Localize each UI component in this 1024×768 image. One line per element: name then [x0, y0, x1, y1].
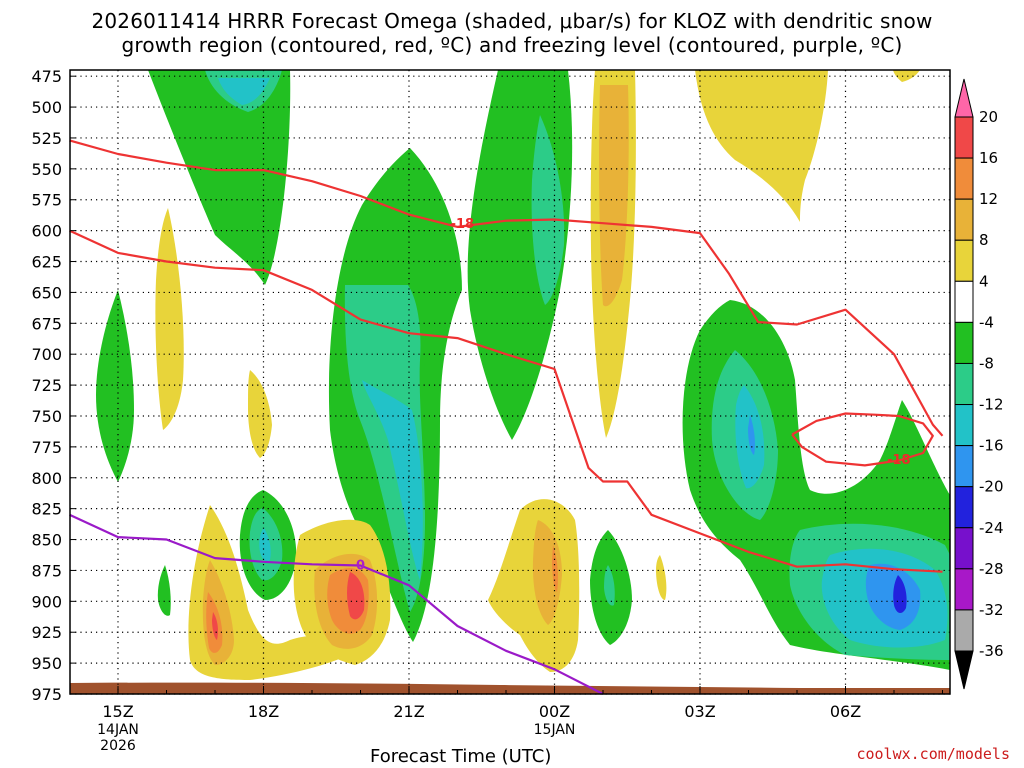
y-tick-label: 725: [31, 376, 62, 395]
x-axis-title: Forecast Time (UTC): [370, 746, 552, 767]
y-tick-label: 950: [31, 654, 62, 673]
y-tick-label: 550: [31, 160, 62, 179]
colorbar-swatch: [954, 486, 974, 529]
contour-label: 0: [356, 558, 365, 573]
colorbar: 20 16 12 8 4 -4 -8 -12 -16 -20 -24 -28 -32 -36: [954, 78, 1004, 690]
plot-frame: [69, 69, 951, 695]
y-tick-label: 525: [31, 129, 62, 148]
contour-labels: -18 -18 0: [356, 217, 911, 573]
colorbar-bottom-arrow: [954, 650, 974, 690]
y-tick-label: 575: [31, 191, 62, 210]
y-tick-label: 900: [31, 592, 62, 611]
x-tick-label: 03Z: [684, 702, 715, 721]
y-tick-label: 925: [31, 623, 62, 642]
colorbar-swatch: [954, 321, 974, 364]
colorbar-label: 20: [979, 108, 998, 126]
contour-line: [791, 412, 934, 467]
colorbar-swatch: [954, 116, 974, 159]
x-date-label: 2026: [100, 738, 136, 754]
y-tick-label: 675: [31, 314, 62, 333]
y-tick-label: 500: [31, 98, 62, 117]
contour-label: -18: [887, 453, 911, 468]
colorbar-swatch: [954, 404, 974, 447]
y-tick-label: 475: [31, 67, 62, 86]
colorbar-label: 12: [979, 190, 998, 208]
x-tick-label: 15Z: [102, 702, 133, 721]
colorbar-top-arrow: [954, 78, 974, 118]
x-date-label: 14JAN: [97, 722, 139, 738]
colorbar-label: -36: [979, 642, 1004, 660]
dotted-grid: [70, 70, 950, 695]
y-tick-label: 800: [31, 469, 62, 488]
contour-label: -18: [451, 217, 475, 232]
colorbar-label: -16: [979, 437, 1004, 455]
colorbar-swatch: [954, 280, 974, 323]
y-axis: 475 500 525 550 575 600 625 650 675 700 725 750 775 8…: [31, 67, 76, 704]
site-credit[interactable]: coolwx.com/models: [856, 745, 1010, 763]
colorbar-label: -4: [979, 313, 994, 331]
y-tick-label: 700: [31, 345, 62, 364]
y-tick-label: 975: [31, 685, 62, 704]
colorbar-label: -24: [979, 519, 1004, 537]
x-tick-label: 06Z: [830, 702, 861, 721]
contour-line: [69, 229, 943, 573]
colorbar-swatch: [954, 198, 974, 241]
colorbar-label: 4: [979, 272, 989, 290]
colorbar-swatch: [954, 568, 974, 611]
y-tick-label: 875: [31, 561, 62, 580]
y-tick-label: 750: [31, 407, 62, 426]
colorbar-swatch: [954, 445, 974, 488]
colorbar-swatch: [954, 157, 974, 200]
colorbar-label: -28: [979, 560, 1004, 578]
y-tick-label: 600: [31, 222, 62, 241]
contour-lines: [69, 139, 944, 695]
chart-title-line2: growth region (contoured, red, ºC) and f…: [121, 33, 903, 57]
contour-line: [69, 513, 604, 695]
y-tick-label: 825: [31, 500, 62, 519]
colorbar-label: 16: [979, 149, 998, 167]
x-tick-label: 00Z: [539, 702, 570, 721]
colorbar-label: -32: [979, 601, 1004, 619]
colorbar-swatch: [954, 527, 974, 570]
terrain-surface: [70, 682, 950, 694]
chart-title-line1: 2026011414 HRRR Forecast Omega (shaded, …: [91, 9, 933, 33]
x-date-label: 15JAN: [534, 722, 576, 738]
y-tick-label: 650: [31, 283, 62, 302]
contour-line: [69, 139, 944, 437]
colorbar-swatch: [954, 609, 974, 652]
colorbar-label: -12: [979, 396, 1004, 414]
colorbar-swatch: [954, 362, 974, 406]
colorbar-swatch: [954, 239, 974, 282]
x-tick-label: 18Z: [248, 702, 279, 721]
x-tick-label: 21Z: [393, 702, 424, 721]
colorbar-label: -8: [979, 354, 994, 372]
omega-shading: [96, 70, 950, 680]
colorbar-label: -20: [979, 478, 1004, 496]
y-tick-label: 625: [31, 253, 62, 272]
y-tick-label: 775: [31, 438, 62, 457]
y-tick-label: 850: [31, 531, 62, 550]
colorbar-label: 8: [979, 231, 989, 249]
